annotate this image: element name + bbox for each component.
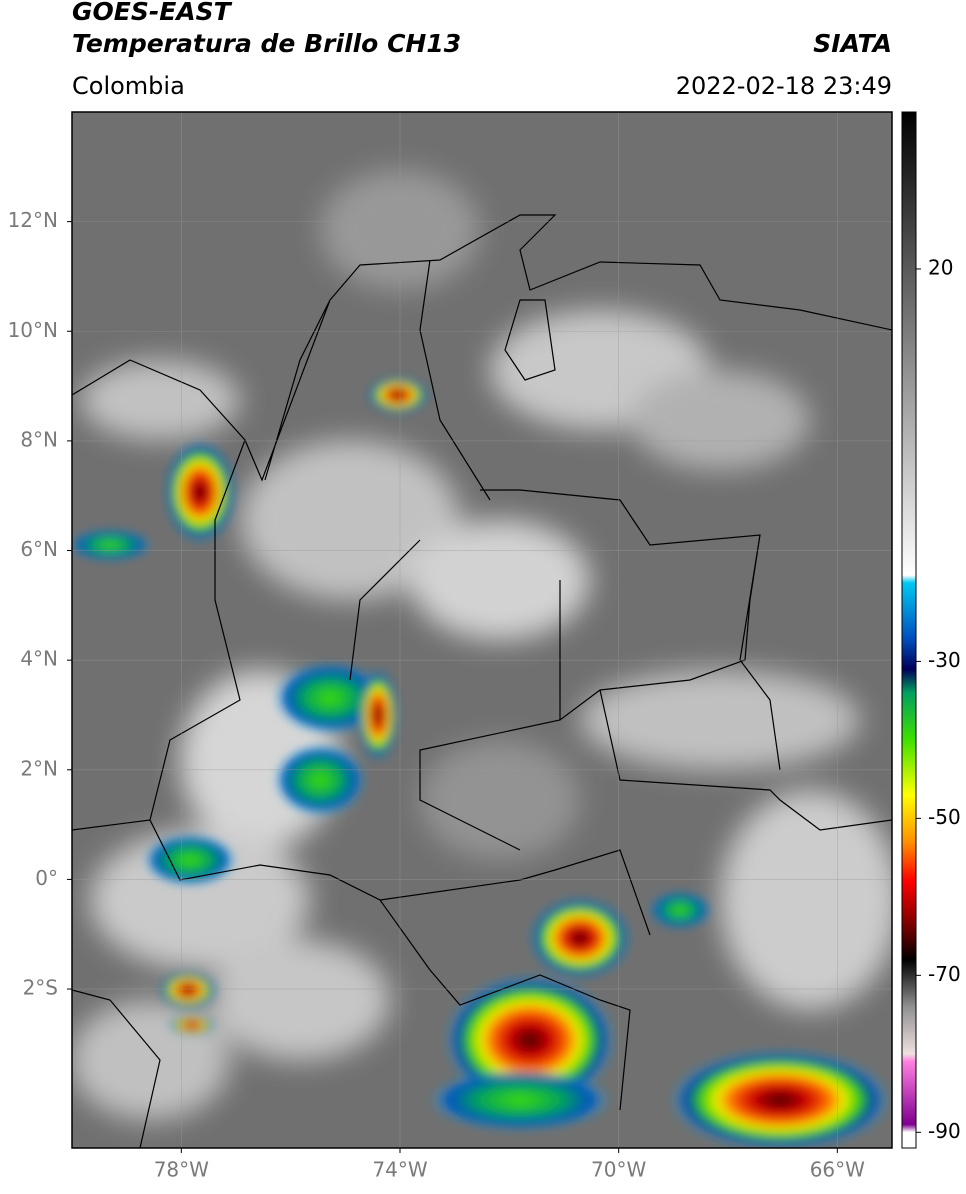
lat-tick-label: 2°N bbox=[20, 756, 58, 780]
map-frame bbox=[71, 111, 893, 1149]
source: SIATA bbox=[813, 29, 892, 58]
lat-tick-label: 4°N bbox=[20, 647, 58, 671]
lon-tick-label: 78°W bbox=[154, 1158, 209, 1182]
lat-tick-label: 8°N bbox=[20, 427, 58, 451]
colorbar-tick-label: -90 bbox=[928, 1119, 961, 1143]
timestamp: 2022-02-18 23:49 bbox=[676, 72, 892, 100]
colorbar-tick-label: 20 bbox=[928, 255, 953, 279]
region: Colombia bbox=[72, 72, 185, 100]
title: GOES-EAST bbox=[72, 0, 233, 26]
lon-tick-label: 74°W bbox=[372, 1158, 427, 1182]
subtitle: Temperatura de Brillo CH13 bbox=[72, 29, 461, 58]
lat-tick-label: 10°N bbox=[8, 318, 58, 342]
lat-tick-label: 12°N bbox=[8, 208, 58, 232]
satellite-image bbox=[72, 112, 892, 1148]
colorbar bbox=[901, 111, 917, 1149]
lon-tick-label: 66°W bbox=[810, 1158, 865, 1182]
lon-tick-label: 70°W bbox=[591, 1158, 646, 1182]
lat-tick-label: 0° bbox=[35, 866, 58, 890]
colorbar-tick-label: -30 bbox=[928, 648, 961, 672]
colorbar-tick-label: -50 bbox=[928, 805, 961, 829]
grid bbox=[72, 112, 892, 1148]
lat-tick-label: 2°S bbox=[23, 976, 58, 1000]
colorbar-tick-label: -70 bbox=[928, 962, 961, 986]
lat-tick-label: 6°N bbox=[20, 537, 58, 561]
